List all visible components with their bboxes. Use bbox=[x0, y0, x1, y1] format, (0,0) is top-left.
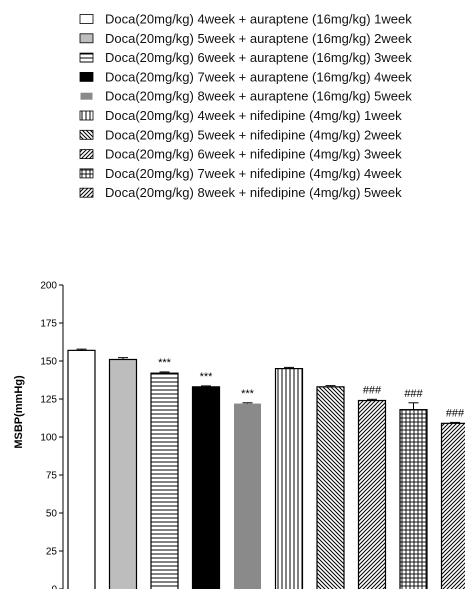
bar-10 bbox=[440, 422, 465, 589]
legend: Doca(20mg/kg) 4week + auraptene (16mg/kg… bbox=[79, 12, 412, 200]
significance-label-3: *** bbox=[158, 357, 172, 369]
legend-label-1: Doca(20mg/kg) 4week + auraptene (16mg/kg… bbox=[105, 12, 412, 27]
y-tick-label-50: 50 bbox=[46, 509, 58, 520]
significance-label-5: *** bbox=[241, 388, 255, 400]
legend-swatch-9 bbox=[79, 168, 94, 179]
legend-label-7: Doca(20mg/kg) 5week + nifedipine (4mg/kg… bbox=[105, 127, 402, 142]
legend-label-3: Doca(20mg/kg) 6week + auraptene (16mg/kg… bbox=[105, 50, 412, 65]
legend-label-9: Doca(20mg/kg) 7week + nifedipine (4mg/kg… bbox=[105, 166, 402, 181]
legend-swatch-10 bbox=[79, 187, 94, 198]
legend-swatch-3 bbox=[79, 52, 94, 63]
legend-label-8: Doca(20mg/kg) 6week + nifedipine (4mg/kg… bbox=[105, 147, 402, 162]
significance-label-9: ### bbox=[404, 388, 423, 400]
legend-swatch-8 bbox=[79, 149, 94, 160]
legend-label-5: Doca(20mg/kg) 8week + auraptene (16mg/kg… bbox=[105, 89, 412, 104]
significance-label-4: *** bbox=[200, 371, 214, 383]
y-tick-label-0: 0 bbox=[51, 585, 57, 589]
legend-label-6: Doca(20mg/kg) 4week + nifedipine (4mg/kg… bbox=[105, 108, 402, 123]
legend-label-2: Doca(20mg/kg) 5week + auraptene (16mg/kg… bbox=[105, 31, 412, 46]
bars: *** *** *** ### ### ### bbox=[67, 348, 465, 589]
y-tick-label-25: 25 bbox=[46, 547, 58, 558]
bar-9 bbox=[399, 409, 428, 589]
y-tick-label-125: 125 bbox=[40, 395, 57, 406]
bar-1 bbox=[67, 349, 96, 589]
legend-swatch-7 bbox=[79, 129, 94, 140]
y-tick-label-200: 200 bbox=[40, 281, 57, 292]
legend-swatch-2 bbox=[79, 33, 94, 44]
legend-label-10: Doca(20mg/kg) 8week + nifedipine (4mg/kg… bbox=[105, 185, 402, 200]
legend-swatch-5 bbox=[80, 92, 93, 100]
legend-label-4: Doca(20mg/kg) 7week + auraptene (16mg/kg… bbox=[105, 69, 412, 84]
bar-5 bbox=[234, 403, 261, 589]
y-tick-label-175: 175 bbox=[40, 319, 57, 330]
bar-4 bbox=[191, 386, 221, 589]
bar-7 bbox=[316, 386, 345, 589]
bar-8 bbox=[357, 399, 387, 589]
y-tick-label-100: 100 bbox=[40, 433, 57, 444]
bar-3 bbox=[150, 372, 179, 589]
significance-label-10: ### bbox=[446, 407, 465, 419]
legend-swatch-1 bbox=[79, 14, 94, 24]
significance-label-8: ### bbox=[363, 384, 382, 396]
y-axis: 0 25 50 75 100 125 150 175 200 bbox=[40, 281, 64, 589]
plot-area: 0 25 50 75 100 125 150 175 200 *** *** *** ### ### ##… bbox=[13, 281, 465, 589]
y-tick-label-150: 150 bbox=[40, 357, 57, 368]
bar-2 bbox=[108, 358, 138, 589]
y-tick-label-75: 75 bbox=[46, 471, 58, 482]
y-axis-title: MSBP(mmHg) bbox=[13, 375, 25, 449]
bar-6 bbox=[274, 368, 304, 589]
legend-swatch-6 bbox=[79, 110, 94, 121]
legend-swatch-4 bbox=[79, 72, 94, 82]
